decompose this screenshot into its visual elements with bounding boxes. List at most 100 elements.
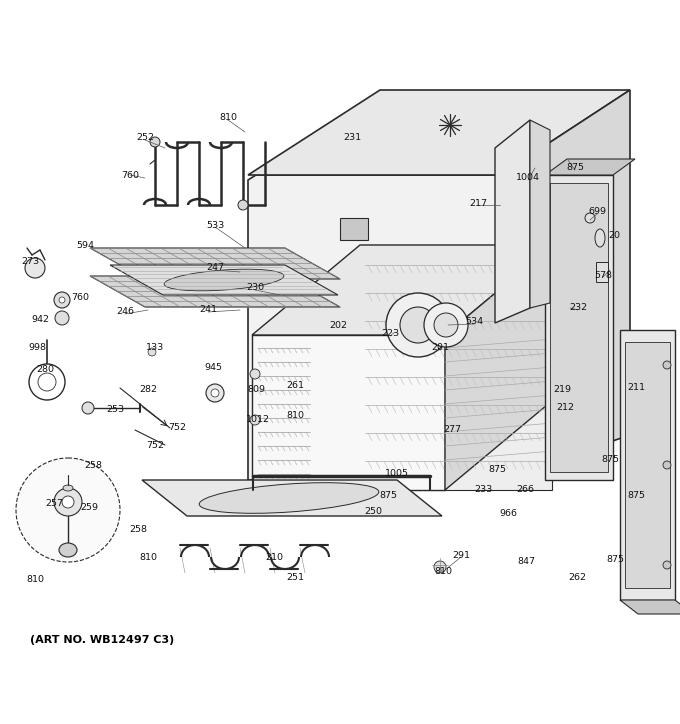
Polygon shape [248,175,500,480]
Text: 760: 760 [121,170,139,180]
Polygon shape [248,90,630,175]
Text: 253: 253 [106,405,124,415]
Circle shape [663,561,671,569]
Circle shape [59,297,65,303]
Ellipse shape [199,483,379,513]
Circle shape [663,361,671,369]
Text: 875: 875 [488,466,506,474]
Text: 810: 810 [139,554,157,563]
Text: 241: 241 [199,306,217,314]
Ellipse shape [595,229,605,247]
Text: 251: 251 [286,573,304,583]
Polygon shape [530,120,550,308]
Text: 20: 20 [608,230,620,240]
Text: 942: 942 [31,316,49,324]
Text: 875: 875 [627,490,645,500]
Polygon shape [500,90,630,480]
Polygon shape [90,276,340,307]
Text: 291: 291 [452,550,470,560]
Polygon shape [110,265,338,295]
Circle shape [55,311,69,325]
Polygon shape [495,120,530,323]
Text: 699: 699 [588,208,606,216]
Bar [596,262,608,282]
Circle shape [38,373,56,391]
Text: 233: 233 [474,486,492,494]
Circle shape [424,303,468,347]
Text: 212: 212 [556,403,574,413]
Polygon shape [360,245,552,490]
Text: 578: 578 [594,271,612,279]
Polygon shape [252,335,445,490]
Text: 875: 875 [566,164,584,172]
Text: 277: 277 [443,426,461,434]
Text: 1012: 1012 [246,416,270,424]
Text: 594: 594 [76,240,94,250]
Text: 810: 810 [434,568,452,576]
Text: 247: 247 [206,264,224,272]
Text: 259: 259 [80,503,98,513]
Text: 252: 252 [136,133,154,143]
Text: 1004: 1004 [516,174,540,182]
Circle shape [250,415,260,425]
Text: 219: 219 [553,385,571,395]
Circle shape [211,389,219,397]
Text: 534: 534 [465,318,483,327]
Circle shape [400,307,436,343]
Polygon shape [142,480,442,516]
Circle shape [54,488,82,516]
Text: 752: 752 [146,440,164,450]
Text: 533: 533 [206,221,224,230]
Polygon shape [252,245,553,335]
Polygon shape [90,248,340,279]
Text: 752: 752 [168,424,186,432]
Polygon shape [620,330,675,600]
Text: 262: 262 [568,573,586,583]
Polygon shape [545,175,613,480]
Text: 875: 875 [379,490,397,500]
Text: 133: 133 [146,343,164,353]
Circle shape [663,461,671,469]
Text: 966: 966 [499,508,517,518]
Text: 230: 230 [246,284,264,292]
Circle shape [25,258,45,278]
Text: 246: 246 [116,308,134,316]
Circle shape [82,402,94,414]
Text: 875: 875 [601,455,619,465]
Circle shape [434,561,446,573]
Text: 945: 945 [204,363,222,373]
Text: 223: 223 [381,329,399,339]
Ellipse shape [63,485,73,491]
Text: 202: 202 [329,321,347,329]
Circle shape [16,458,120,562]
Ellipse shape [164,269,284,291]
Text: (ART NO. WB12497 C3): (ART NO. WB12497 C3) [30,635,174,645]
Circle shape [148,348,156,356]
Circle shape [54,292,70,308]
Polygon shape [445,245,553,490]
Circle shape [29,364,65,400]
Text: 266: 266 [516,486,534,494]
Polygon shape [620,600,680,614]
Text: 809: 809 [247,385,265,395]
Circle shape [238,200,248,210]
Circle shape [206,384,224,402]
Circle shape [250,369,260,379]
Text: 1005: 1005 [385,468,409,478]
Text: 875: 875 [606,555,624,565]
Text: 211: 211 [627,384,645,392]
Text: 257: 257 [45,500,63,508]
Text: 998: 998 [28,343,46,353]
Circle shape [585,213,595,223]
Text: 201: 201 [431,343,449,353]
Circle shape [150,137,160,147]
Text: 231: 231 [343,133,361,143]
Polygon shape [545,159,635,175]
Text: 760: 760 [71,293,89,303]
Polygon shape [550,183,608,472]
Text: 280: 280 [36,366,54,374]
Text: 810: 810 [286,411,304,419]
Text: 847: 847 [517,557,535,566]
Circle shape [62,496,74,508]
Text: 250: 250 [364,508,382,516]
